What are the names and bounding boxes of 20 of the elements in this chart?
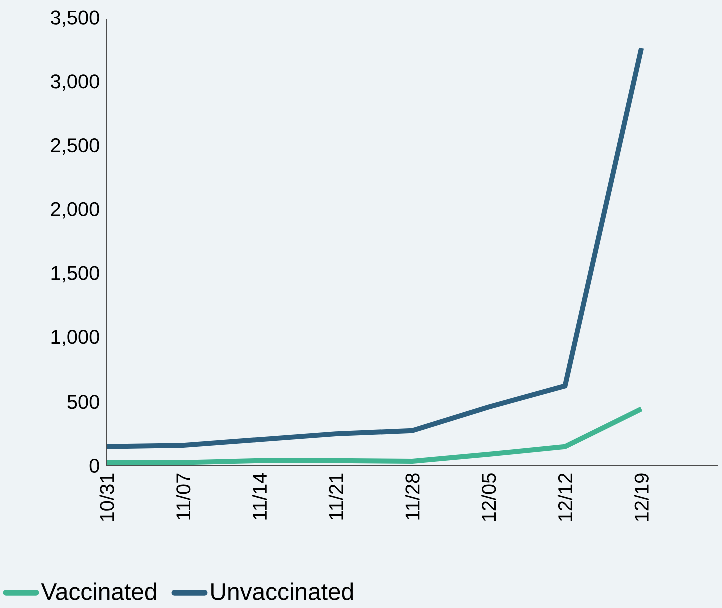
x-tick-label: 12/05 (482, 474, 496, 522)
y-tick-label: 2,500 (51, 138, 100, 155)
y-tick-label: 3,000 (51, 74, 100, 92)
x-tick-label: 12/12 (558, 474, 573, 522)
y-tick-label: 0 (90, 458, 100, 474)
y-tick-label: 500 (68, 395, 100, 410)
y-tick-label: 3,500 (51, 10, 100, 28)
legend-label: Vaccinated (41, 582, 156, 600)
y-tick-label: 1,500 (52, 266, 100, 283)
y-tick-label: 2,000 (51, 202, 100, 219)
x-tick-label: 11/07 (176, 474, 191, 520)
x-tick-label: 11/14 (252, 473, 268, 520)
x-tick-label: 11/21 (328, 474, 344, 520)
line-series (107, 46, 644, 450)
x-tick-label: 12/19 (634, 474, 649, 522)
line-series (107, 406, 644, 466)
legend-label: Unvaccinated (212, 582, 354, 600)
x-tick-label: 11/28 (405, 474, 420, 520)
x-tick-label: 10/31 (100, 474, 114, 522)
y-tick-label: 1,000 (52, 330, 100, 347)
